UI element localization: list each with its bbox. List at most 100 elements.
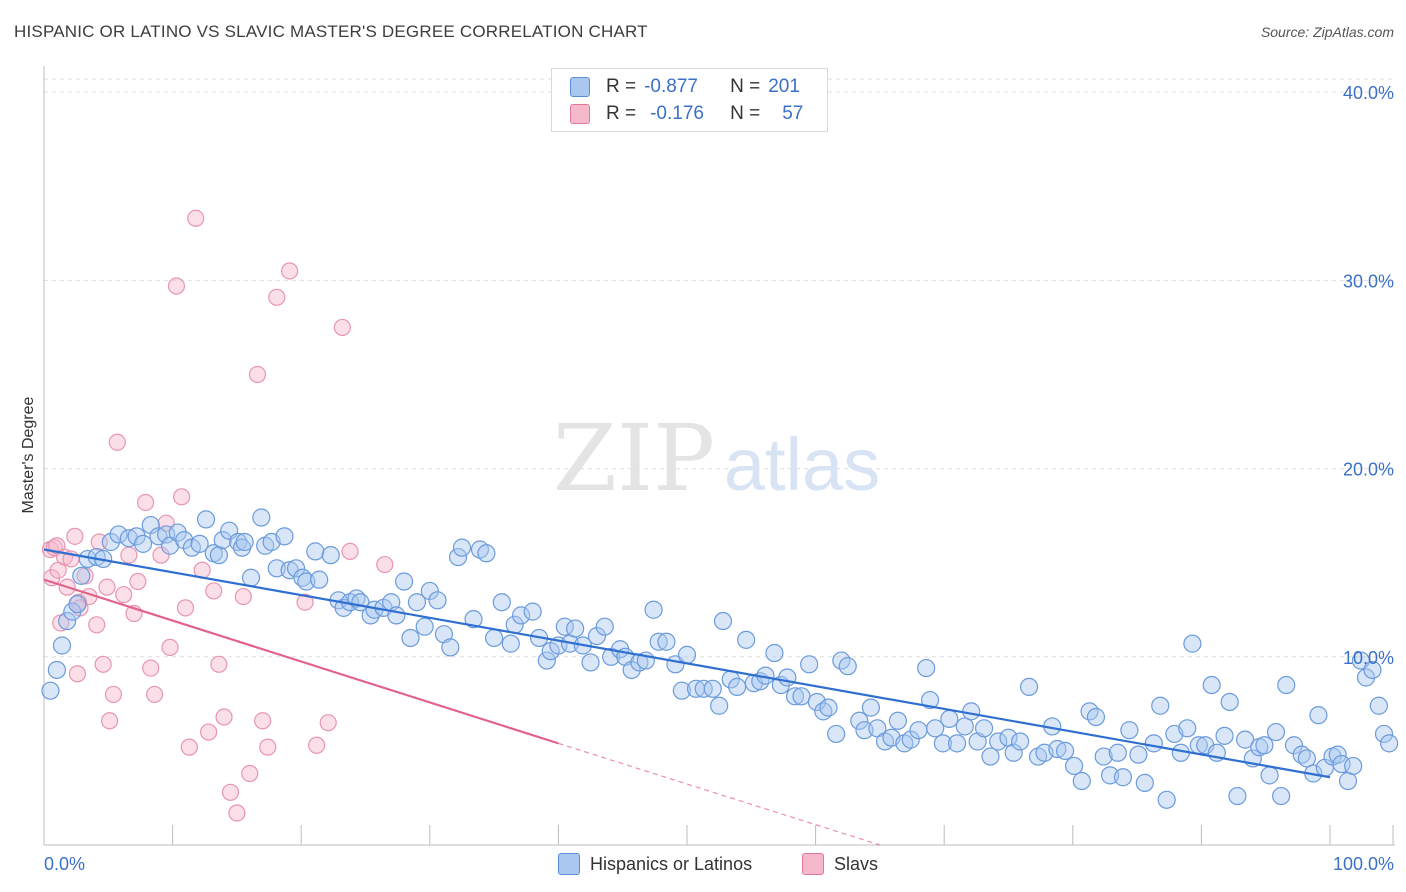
hispanic-point	[622, 660, 641, 680]
hispanic-point	[989, 732, 1008, 751]
hispanic-point	[1183, 634, 1202, 653]
slavs-point	[308, 736, 326, 754]
legend-row-hispanic: R = -0.877 N = 201	[570, 75, 800, 99]
slavs-point	[145, 685, 164, 704]
slavs-point	[268, 288, 286, 306]
hispanic-point	[1215, 726, 1234, 745]
hispanic-point	[477, 544, 496, 563]
slavs-point	[136, 493, 155, 512]
trend-lines	[43, 548, 1331, 846]
y-axis-label: Master's Degree	[20, 396, 37, 513]
hispanic-point	[537, 651, 556, 670]
hispanic-point	[917, 658, 936, 678]
hispanic-point	[566, 619, 585, 638]
hispanic-trend-line	[43, 548, 1331, 779]
hispanic-point	[196, 510, 216, 529]
hispanic-point	[407, 593, 427, 612]
slavs-point	[108, 433, 126, 451]
slavs-point	[205, 582, 223, 600]
slavs-point	[173, 488, 191, 506]
hispanic-point	[1019, 677, 1039, 697]
slavs-point	[167, 277, 186, 295]
slavs-point	[376, 555, 394, 574]
hispanic-point	[940, 709, 959, 729]
tick-labels: 10.0% 20.0% 30.0% 40.0% 0.0% 100.0%	[44, 83, 1394, 874]
hispanic-point	[677, 645, 697, 665]
slavs-point	[259, 738, 277, 756]
hispanic-point	[275, 527, 294, 546]
hispanic-point	[1108, 743, 1127, 762]
hispanic-point	[955, 717, 974, 736]
hispanic-point	[933, 734, 953, 753]
hispanic-point	[501, 634, 520, 653]
hispanic-point	[1332, 754, 1351, 774]
legend-swatch-hispanic	[570, 77, 590, 97]
hispanic-point	[1228, 786, 1247, 806]
bottom-legend-hispanic: Hispanics or Latinos	[558, 852, 752, 876]
hispanic-point	[1309, 706, 1328, 725]
hispanic-point	[41, 681, 60, 700]
hispanic-point	[1120, 721, 1139, 740]
hispanic-point	[1094, 747, 1113, 766]
hispanic-point	[850, 711, 869, 730]
hispanic-point	[838, 657, 857, 676]
hispanic-point	[1297, 749, 1316, 768]
slavs-point	[200, 723, 218, 741]
slavs-point	[234, 587, 252, 606]
hispanic-point	[1129, 745, 1148, 764]
slavs-point	[88, 616, 106, 634]
hispanic-point	[1363, 660, 1382, 680]
hispanic-point	[1344, 756, 1363, 776]
slavs-point	[228, 804, 246, 822]
y-tick-label: 10.0%	[1343, 648, 1394, 668]
slavs-trend-line	[43, 578, 559, 745]
hispanic-point	[1113, 768, 1133, 787]
hispanic-point	[1202, 675, 1221, 695]
bottom-legend-label-slavs: Slavs	[834, 853, 879, 874]
hispanic-point	[581, 653, 600, 672]
slavs-point	[180, 738, 198, 756]
source-label: Source: ZipAtlas.com	[1260, 24, 1394, 40]
hispanic-point	[947, 734, 967, 753]
legend-n-value: 201	[768, 76, 800, 97]
hispanic-point	[1220, 692, 1239, 712]
hispanic-point	[492, 593, 511, 612]
hispanic-point	[888, 711, 908, 730]
hispanic-point	[306, 542, 325, 561]
hispanic-point	[1157, 790, 1176, 809]
hispanic-point	[441, 638, 460, 657]
hispanic-point	[72, 566, 91, 585]
chart-title: HISPANIC OR LATINO VS SLAVIC MASTER'S DE…	[14, 22, 648, 41]
slavs-point	[104, 685, 123, 704]
hispanic-point	[1369, 696, 1388, 715]
hispanic-point	[1151, 696, 1170, 715]
hispanic-point	[52, 636, 72, 655]
hispanic-point	[394, 572, 414, 591]
hispanic-point	[703, 679, 722, 698]
hispanic-point	[962, 702, 981, 721]
y-tick-label: 30.0%	[1343, 271, 1394, 291]
hispanic-point	[133, 534, 153, 553]
hispanic-point	[1144, 734, 1163, 753]
y-tick-label: 20.0%	[1343, 460, 1394, 480]
hispanic-points	[41, 508, 1399, 809]
legend-r-label: R =	[606, 76, 637, 97]
hispanic-point	[452, 538, 472, 557]
bottom-legend-swatch-slavs	[802, 853, 824, 875]
watermark-zip: ZIP	[553, 405, 715, 512]
slavs-point	[210, 655, 228, 673]
x-tick-label: 0.0%	[44, 854, 85, 874]
hispanic-point	[464, 610, 483, 629]
hispanic-point	[792, 687, 811, 706]
hispanic-point	[807, 692, 826, 712]
slavs-point	[221, 783, 240, 801]
hispanic-point	[644, 600, 663, 619]
hispanic-point	[1010, 732, 1030, 751]
hispanic-point	[1055, 741, 1075, 760]
slavs-point	[152, 546, 170, 564]
hispanic-point	[175, 531, 194, 550]
bottom-legend-slavs: Slavs	[802, 852, 878, 876]
slavs-point	[319, 714, 337, 732]
hispanic-point	[310, 570, 329, 589]
hispanic-point	[1072, 771, 1091, 791]
